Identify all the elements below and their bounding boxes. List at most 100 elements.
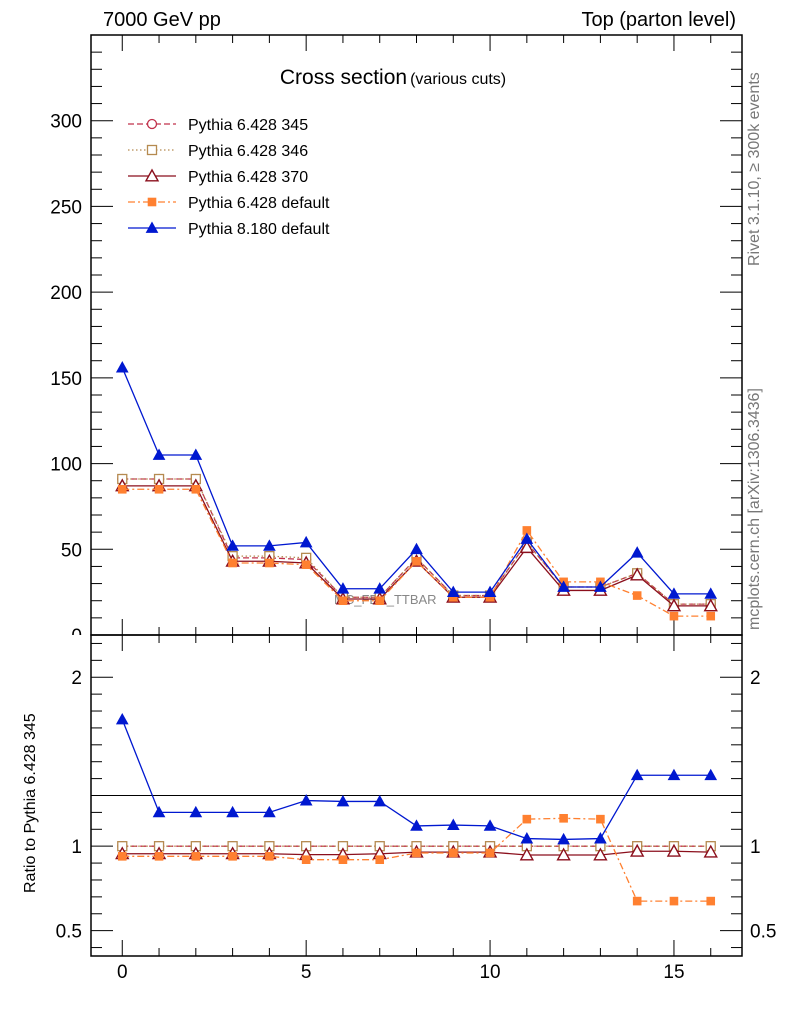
ratio-series-4-point-15: [667, 768, 681, 781]
ratio-series-3-point-10: [485, 848, 495, 858]
main-series-4-point-15: [667, 587, 681, 599]
ratio-series-4-point-14: [630, 768, 644, 781]
main-series-3-point-3: [228, 558, 237, 568]
ratio-ytick-label-right-1: 1: [750, 837, 761, 858]
ratio-series-3-point-6: [338, 855, 348, 865]
ratio-series-2-point-11: [519, 847, 535, 861]
header-process-label: Top (parton level): [581, 9, 736, 31]
ratio-series-4-point-3: [226, 805, 239, 818]
main-series-0: [117, 473, 716, 610]
main-series-2-point-16: [703, 598, 718, 612]
main-series-3-point-15: [669, 611, 679, 621]
ratio-series-3-point-4: [265, 852, 274, 861]
main-ytick-label-0: 0: [71, 626, 82, 647]
legend-marker-4: [145, 221, 159, 233]
main-series-4-point-13: [594, 580, 607, 592]
ratio-xtick-label-5: 5: [301, 962, 312, 983]
main-series-3-point-8: [412, 556, 421, 566]
main-series-4: [115, 361, 718, 599]
ratio-series-3-point-16: [706, 896, 716, 906]
main-series-4-point-3: [226, 539, 239, 551]
ratio-series-4-point-10: [483, 819, 497, 831]
ratio-series-3-point-1: [154, 852, 164, 861]
legend-entry-4: Pythia 8.180 default: [128, 221, 330, 238]
ratio-series-2-point-14: [629, 843, 645, 857]
ratio-ytick-label-right-2: 2: [750, 668, 761, 689]
chart-title-sub: (various cuts): [410, 71, 507, 88]
ratio-series-3-point-11: [522, 814, 532, 824]
legend-entry-2: Pythia 6.428 370: [128, 168, 308, 186]
main-series-1: [117, 473, 716, 610]
main-panel: 50 100 150 200 250 300 0 Pythia 6.428 345 Pythi…: [50, 34, 743, 647]
ratio-series-4-point-13: [594, 832, 607, 844]
ratio-series-3-point-2: [191, 852, 201, 861]
main-ytick-label-250: 250: [50, 197, 82, 218]
ratio-series-4: [115, 712, 718, 845]
main-series-3-point-6: [338, 596, 348, 606]
main-series-0-line: [122, 478, 711, 605]
ratio-series-2-point-13: [593, 847, 608, 861]
main-series-3-point-4: [265, 558, 274, 568]
ratio-series-2-point-12: [556, 847, 571, 861]
main-ytick-label-150: 150: [50, 369, 82, 390]
main-series-4-point-1: [152, 448, 166, 460]
main-ytick-label-50: 50: [61, 540, 82, 561]
ratio-series-3-point-9: [448, 848, 458, 858]
ratio-series-4-point-9: [446, 818, 460, 830]
chart-title-main: Cross section: [279, 66, 408, 89]
ratio-series-4-point-0: [115, 712, 129, 725]
main-series-4-point-5: [299, 535, 313, 548]
ratio-ytick-label-left-0.5: 0.5: [56, 922, 82, 943]
legend-marker-1: [146, 144, 158, 156]
main-series-4-point-12: [557, 580, 570, 592]
main-series-4-point-0: [115, 361, 129, 373]
main-series-2-point-15: [666, 598, 682, 612]
legend-label-2: Pythia 6.428 370: [188, 169, 308, 186]
ratio-series-4-point-6: [336, 794, 350, 807]
main-series-3-point-7: [375, 596, 385, 606]
ratio-axis-ticks: 0 5 10 15 0.5 0.5 1 1 2 2: [56, 635, 776, 983]
main-series-group: [115, 361, 718, 621]
ratio-series-4-point-16: [704, 768, 718, 781]
ratio-ytick-label-left-2: 2: [71, 668, 82, 689]
ratio-series-4-point-12: [557, 832, 570, 845]
main-ytick-label-200: 200: [50, 283, 82, 304]
ratio-series-3-point-8: [412, 848, 421, 858]
ratio-series-4-point-11: [520, 832, 534, 844]
main-series-3-point-16: [706, 611, 716, 621]
ratio-xtick-label-10: 10: [479, 962, 500, 983]
ratio-series-3: [117, 814, 716, 906]
main-series-3-point-2: [191, 484, 201, 494]
header-energy-label: 7000 GeV pp: [103, 9, 221, 31]
ratio-series-3-point-13: [596, 814, 605, 824]
ratio-series-2-point-15: [666, 843, 682, 857]
main-series-4-point-8: [410, 542, 423, 555]
ratio-series-3-point-0: [117, 852, 127, 861]
legend-label-4: Pythia 8.180 default: [188, 221, 330, 238]
main-series-4-point-10: [483, 585, 497, 598]
ratio-series-2-point-16: [703, 844, 718, 858]
main-series-3-point-14: [632, 591, 642, 600]
chart-title: Cross section (various cuts): [0, 66, 786, 90]
ratio-series-3-point-12: [559, 814, 568, 823]
main-ytick-label-300: 300: [50, 112, 82, 133]
ratio-series-3-point-14: [632, 896, 642, 906]
legend-marker-3: [147, 197, 157, 207]
main-ytick-label-100: 100: [50, 455, 82, 476]
main-series-3-point-5: [301, 560, 311, 570]
ratio-series-4-point-8: [410, 819, 423, 831]
legend-marker-0: [146, 118, 158, 130]
legend-entry-0: Pythia 6.428 345: [128, 117, 308, 134]
main-series-1-line: [122, 478, 711, 605]
main-series-3-point-0: [117, 484, 127, 494]
ratio-series-4-point-2: [189, 805, 203, 818]
legend-label-0: Pythia 6.428 345: [188, 117, 308, 134]
ratio-series-group: [115, 712, 718, 906]
legend-marker-2: [144, 168, 160, 182]
main-series-4-point-11: [520, 532, 534, 544]
ratio-series-4-point-7: [373, 794, 387, 807]
analysis-watermark: MC_FBA_TTBAR: [334, 592, 437, 607]
main-series-4-point-14: [630, 546, 644, 558]
main-series-4-point-6: [336, 582, 350, 594]
